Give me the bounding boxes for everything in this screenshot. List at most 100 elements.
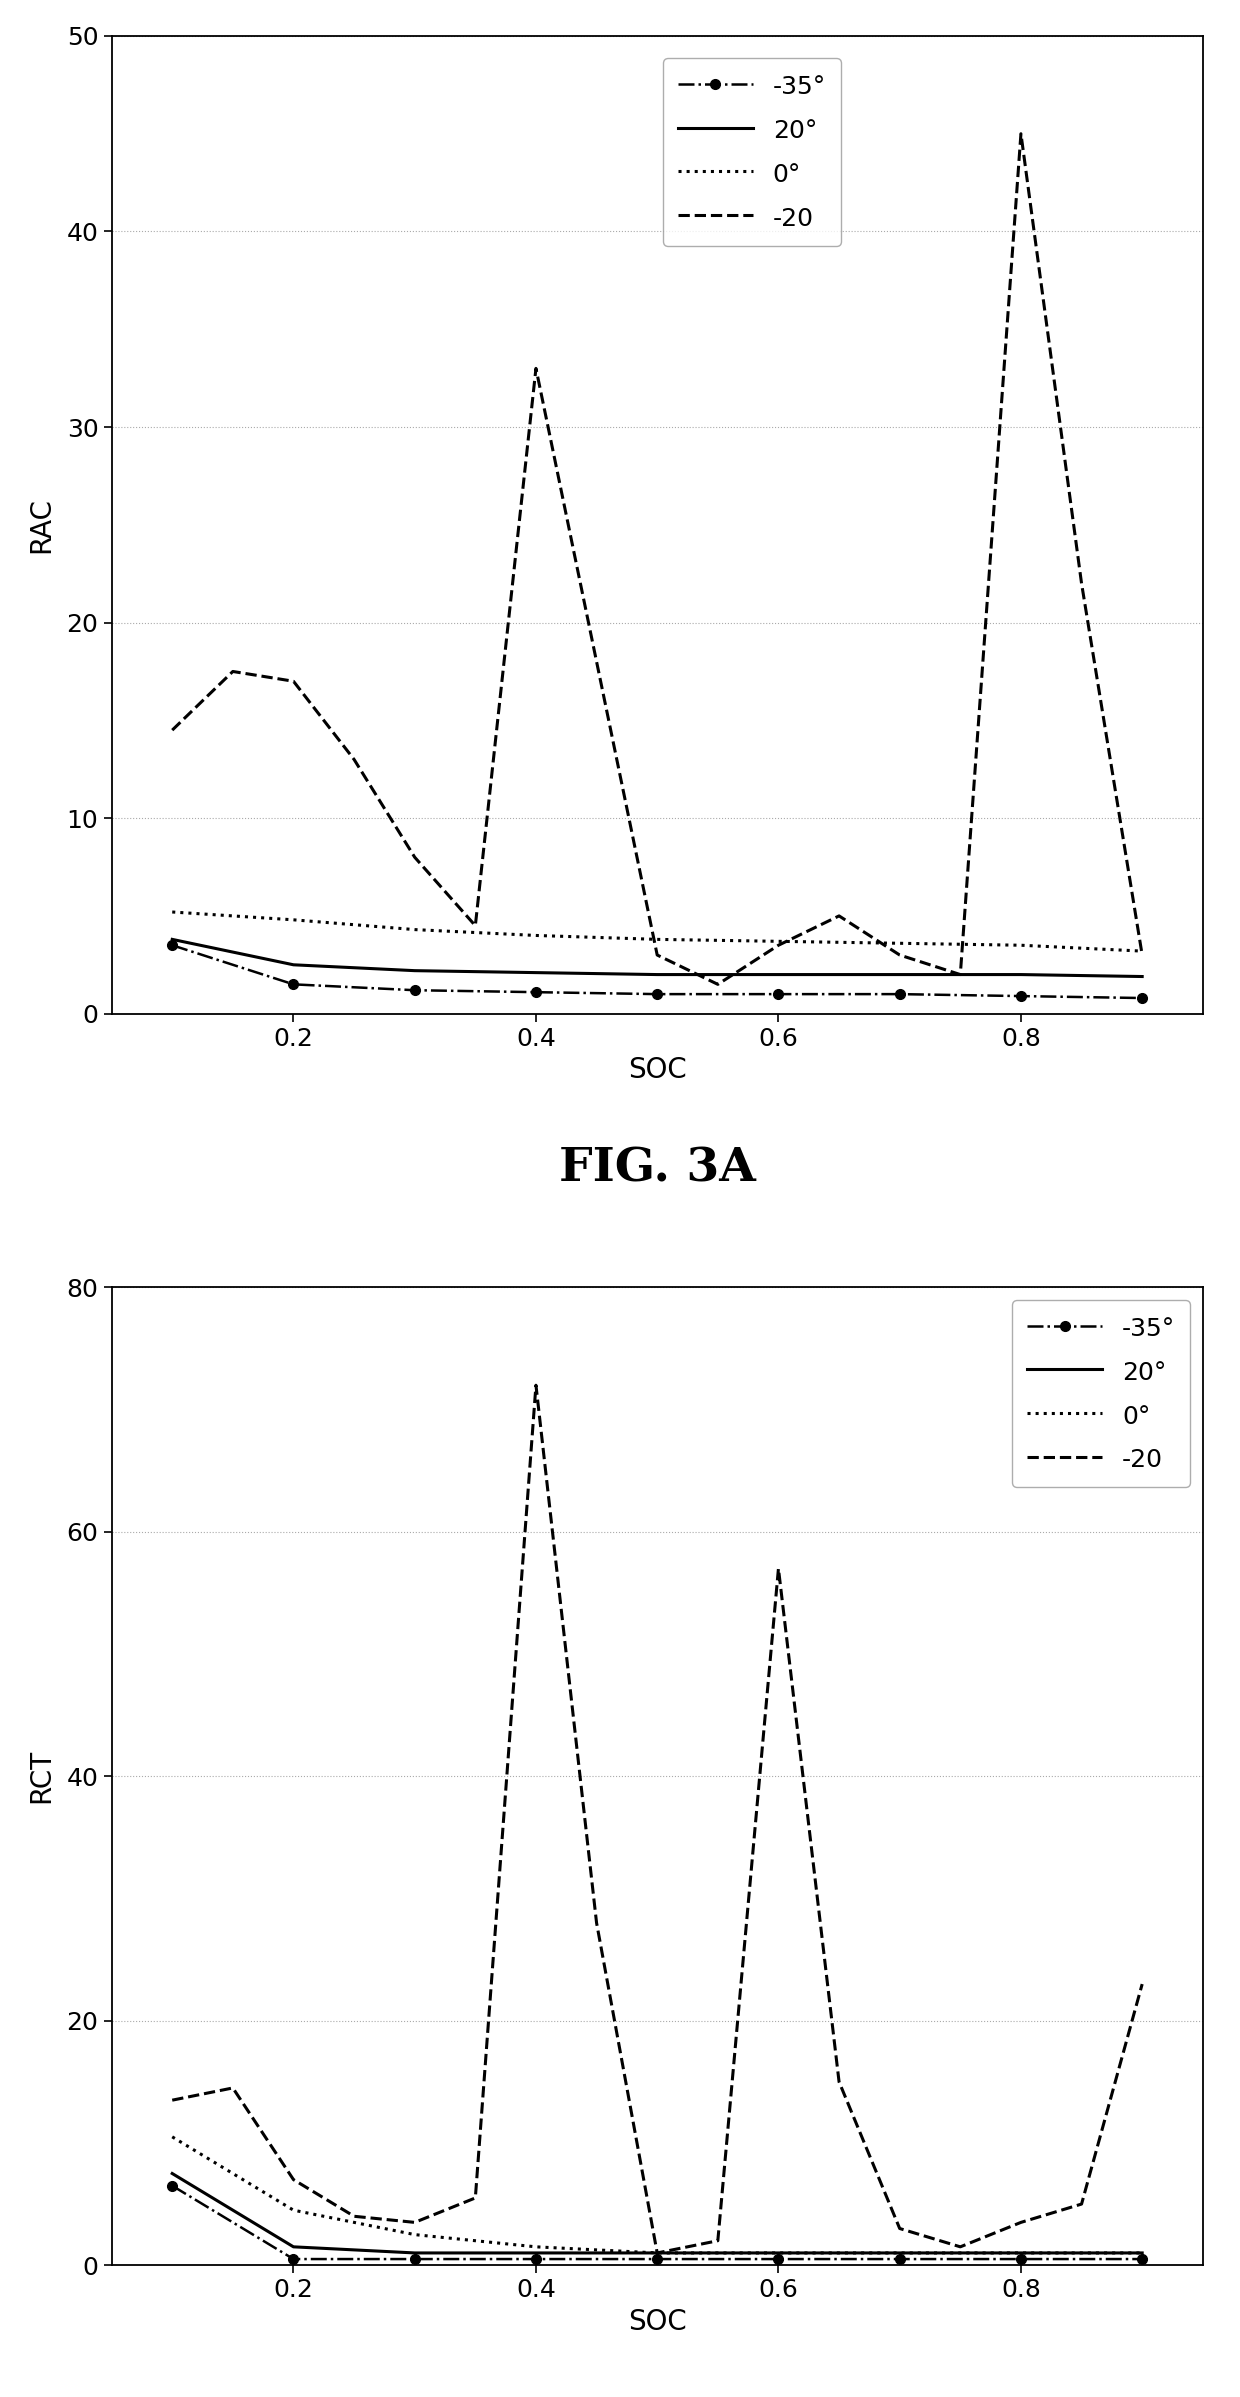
0° [771,2239,786,2268]
0° [528,920,543,949]
20° [165,2160,180,2188]
20° [1013,961,1028,990]
-35° [165,930,180,959]
0° [407,916,422,944]
Line: 20°: 20° [172,940,1142,976]
-35° [286,971,301,1000]
20° [528,2239,543,2268]
Line: -20: -20 [172,134,1142,985]
-35° [528,2244,543,2272]
-20 [1135,1970,1149,1999]
-20 [650,940,665,968]
20° [528,959,543,988]
20° [650,961,665,990]
X-axis label: SOC: SOC [627,1057,687,1083]
0° [286,2196,301,2224]
-35° [165,2172,180,2200]
-20 [952,2232,967,2260]
-20 [952,961,967,990]
0° [771,928,786,956]
0° [286,906,301,935]
-20 [1074,2191,1089,2220]
0° [893,2239,908,2268]
-20 [711,2227,725,2256]
-20 [650,2239,665,2268]
0° [650,2239,665,2268]
-35° [771,2244,786,2272]
Line: -35°: -35° [167,940,1147,1002]
0° [407,2220,422,2248]
-35° [1135,2244,1149,2272]
20° [286,2232,301,2260]
-20 [1013,120,1028,149]
0° [650,925,665,954]
Line: 0°: 0° [172,911,1142,952]
20° [1135,961,1149,990]
-35° [1013,983,1028,1012]
20° [650,2239,665,2268]
-20 [347,2203,362,2232]
20° [1013,2239,1028,2268]
-20 [589,647,604,676]
-20 [467,2184,482,2212]
-20 [771,930,786,959]
Line: 0°: 0° [172,2136,1142,2253]
-35° [1013,2244,1028,2272]
20° [407,956,422,985]
Line: -20: -20 [172,1385,1142,2253]
-20 [528,355,543,384]
-20 [165,2085,180,2114]
-20 [893,2215,908,2244]
20° [407,2239,422,2268]
20° [771,961,786,990]
-35° [771,980,786,1009]
-20 [893,940,908,968]
-35° [286,2244,301,2272]
-35° [1135,983,1149,1012]
Legend: -35°, 20°, 0°, -20: -35°, 20°, 0°, -20 [1012,1299,1190,1489]
20° [771,2239,786,2268]
-20 [165,717,180,745]
0° [165,2121,180,2150]
-20 [528,1371,543,1400]
Legend: -35°, 20°, 0°, -20: -35°, 20°, 0°, -20 [663,58,841,247]
20° [893,2239,908,2268]
Y-axis label: RAC: RAC [27,496,56,554]
-20 [771,1553,786,1582]
-35° [407,976,422,1004]
-20 [1074,568,1089,597]
Line: -35°: -35° [167,2181,1147,2263]
-20 [832,2069,847,2097]
-20 [1013,2208,1028,2236]
-35° [407,2244,422,2272]
-20 [347,745,362,774]
-20 [589,1908,604,1937]
Text: FIG. 3A: FIG. 3A [559,1146,755,1191]
0° [1013,2239,1028,2268]
0° [893,930,908,959]
-20 [286,2164,301,2193]
-20 [711,971,725,1000]
0° [1013,930,1028,959]
20° [286,949,301,978]
Y-axis label: RCT: RCT [27,1750,56,1803]
-35° [650,2244,665,2272]
-20 [286,666,301,695]
0° [1135,937,1149,966]
20° [1135,2239,1149,2268]
-35° [893,2244,908,2272]
20° [893,961,908,990]
0° [165,896,180,925]
-20 [832,901,847,930]
-35° [528,978,543,1007]
Line: 20°: 20° [172,2174,1142,2253]
-20 [467,911,482,940]
20° [165,925,180,954]
-20 [407,844,422,873]
-20 [407,2208,422,2236]
-35° [650,980,665,1009]
X-axis label: SOC: SOC [627,2308,687,2337]
0° [528,2232,543,2260]
-20 [226,657,241,686]
-20 [226,2073,241,2102]
